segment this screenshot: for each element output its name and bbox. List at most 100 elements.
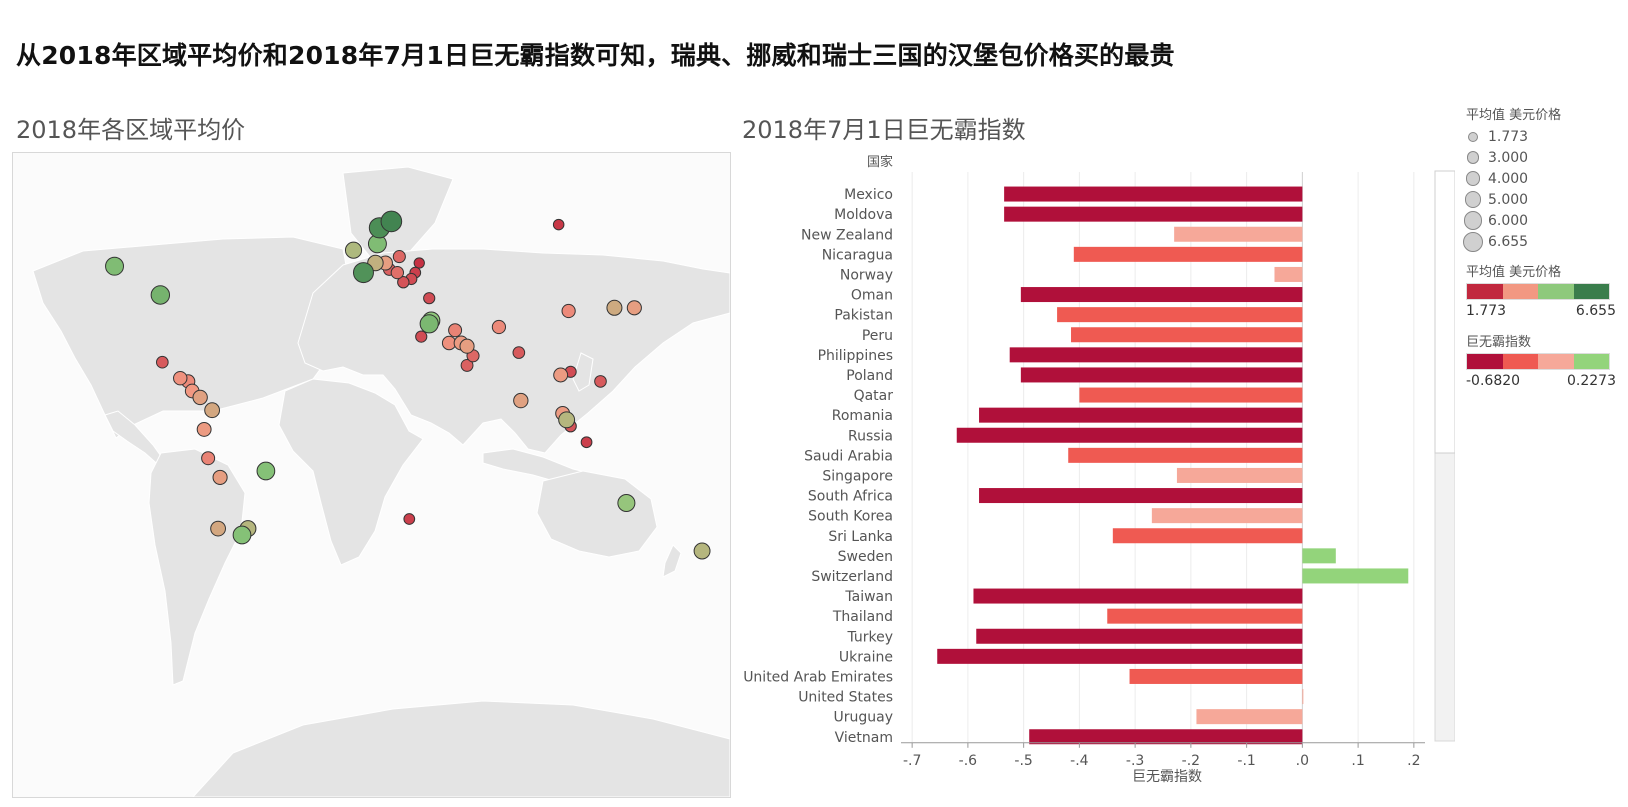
- x-tick-label-5: -.2: [1182, 753, 1200, 769]
- scrollbar-thumb[interactable]: [1434, 170, 1455, 454]
- bar-23[interactable]: [937, 648, 1303, 664]
- size-legend-dot-3: [1464, 191, 1482, 208]
- map-point-24[interactable]: [173, 370, 188, 386]
- size-legend-dot-5: [1463, 231, 1483, 252]
- price-swatches-swatch-2: [1538, 284, 1574, 299]
- map-point-27[interactable]: [196, 421, 212, 437]
- bar-5[interactable]: [1020, 287, 1303, 303]
- map-point-35[interactable]: [192, 389, 208, 406]
- bar-9[interactable]: [1020, 367, 1303, 383]
- bar-17[interactable]: [1112, 528, 1303, 544]
- size-legend-item-3: 5.000: [1464, 189, 1626, 210]
- land-new-zealand: [662, 544, 682, 578]
- map-point-44[interactable]: [344, 241, 363, 259]
- bar-7[interactable]: [1071, 327, 1303, 343]
- bar-27[interactable]: [1029, 729, 1303, 745]
- map-point-49[interactable]: [105, 256, 124, 276]
- bar-18[interactable]: [1302, 548, 1336, 564]
- map-point-52[interactable]: [150, 285, 171, 305]
- bar-13[interactable]: [1068, 447, 1303, 463]
- bar-4[interactable]: [1274, 266, 1303, 282]
- bar-10[interactable]: [1079, 387, 1303, 403]
- bar-25[interactable]: [1302, 689, 1304, 705]
- map-point-19[interactable]: [201, 451, 216, 466]
- price-swatches-swatch-3: [1573, 284, 1609, 299]
- category-label-27: Vietnam: [835, 730, 893, 746]
- category-label-23: Ukraine: [839, 649, 893, 665]
- bar-0[interactable]: [1004, 186, 1303, 202]
- bar-8[interactable]: [1009, 347, 1303, 363]
- map-point-3[interactable]: [580, 436, 593, 449]
- land-africa: [278, 378, 424, 566]
- map-point-6[interactable]: [423, 292, 436, 305]
- map-point-13[interactable]: [594, 375, 607, 388]
- price-min-label: 1.773: [1466, 303, 1507, 319]
- map-point-29[interactable]: [553, 367, 569, 383]
- bar-14[interactable]: [1176, 467, 1303, 483]
- size-legend-label-2: 4.000: [1488, 170, 1529, 187]
- map-point-55[interactable]: [380, 210, 403, 233]
- bar-11[interactable]: [979, 407, 1303, 423]
- bar-12[interactable]: [956, 427, 1303, 443]
- category-label-22: Turkey: [846, 629, 893, 645]
- index-color-ramp: [1466, 353, 1610, 370]
- map-point-15[interactable]: [460, 358, 474, 372]
- bar-26[interactable]: [1196, 709, 1303, 725]
- bar-6[interactable]: [1057, 307, 1303, 323]
- map-point-18[interactable]: [390, 265, 404, 280]
- map-point-11[interactable]: [156, 355, 169, 369]
- price-color-legend-title: 平均值 美元价格: [1466, 265, 1562, 280]
- land-masses: [32, 166, 730, 797]
- map-point-23[interactable]: [561, 303, 576, 319]
- map-point-39[interactable]: [606, 299, 623, 316]
- map-point-43[interactable]: [693, 542, 711, 560]
- bar-rows: Mexico Moldova New Zealand Nicaragua Norway O…: [743, 186, 1409, 746]
- map-point-4[interactable]: [403, 513, 416, 525]
- bar-19[interactable]: [1302, 568, 1409, 584]
- bar-21[interactable]: [1107, 608, 1303, 624]
- bar-chart[interactable]: Mexico Moldova New Zealand Nicaragua Norway O…: [735, 150, 1455, 806]
- map-point-12[interactable]: [512, 346, 526, 359]
- size-legend-label-5: 6.655: [1488, 233, 1529, 250]
- bar-20[interactable]: [973, 588, 1303, 604]
- map-point-31[interactable]: [212, 469, 228, 485]
- map-point-22[interactable]: [491, 319, 507, 335]
- price-color-ramp: [1466, 283, 1610, 300]
- category-label-24: United Arab Emirates: [743, 669, 893, 685]
- map-point-37[interactable]: [204, 402, 221, 419]
- bar-2[interactable]: [1174, 226, 1303, 242]
- map-point-53[interactable]: [352, 262, 374, 284]
- index-max-label: 0.2273: [1567, 373, 1616, 389]
- map-point-16[interactable]: [392, 250, 406, 264]
- map-point-47[interactable]: [256, 461, 276, 481]
- map-point-48[interactable]: [232, 525, 252, 545]
- map-point-45[interactable]: [617, 493, 636, 513]
- map-point-33[interactable]: [459, 338, 475, 354]
- map-point-36[interactable]: [513, 392, 529, 409]
- scrollbar[interactable]: [1434, 170, 1455, 742]
- bar-3[interactable]: [1073, 246, 1303, 262]
- map-point-38[interactable]: [210, 520, 226, 537]
- bar-1[interactable]: [1004, 206, 1303, 222]
- x-tick-label-0: -.7: [903, 753, 921, 769]
- map-point-9[interactable]: [397, 275, 410, 289]
- x-tick-label-8: .1: [1351, 753, 1364, 769]
- map-point-7[interactable]: [415, 330, 428, 343]
- map-point-51[interactable]: [419, 314, 439, 334]
- size-legend: 平均值 美元价格 1.773 3.000 4.000 5.000 6.000 6.655: [1463, 104, 1626, 252]
- world-map[interactable]: [12, 152, 731, 798]
- map-point-42[interactable]: [558, 411, 576, 429]
- bar-16[interactable]: [1151, 508, 1303, 524]
- bar-15[interactable]: [979, 488, 1303, 504]
- x-tick-label-4: -.3: [1126, 753, 1144, 769]
- bar-24[interactable]: [1129, 668, 1303, 684]
- category-label-6: Pakistan: [834, 308, 893, 324]
- bar-22[interactable]: [976, 628, 1303, 644]
- map-point-34[interactable]: [626, 300, 642, 316]
- map-point-1[interactable]: [552, 218, 565, 231]
- category-header: 国家: [867, 154, 893, 170]
- category-label-10: Qatar: [854, 388, 894, 404]
- category-label-12: Russia: [848, 428, 893, 444]
- map-point-20[interactable]: [448, 323, 463, 338]
- map-point-0[interactable]: [413, 257, 425, 269]
